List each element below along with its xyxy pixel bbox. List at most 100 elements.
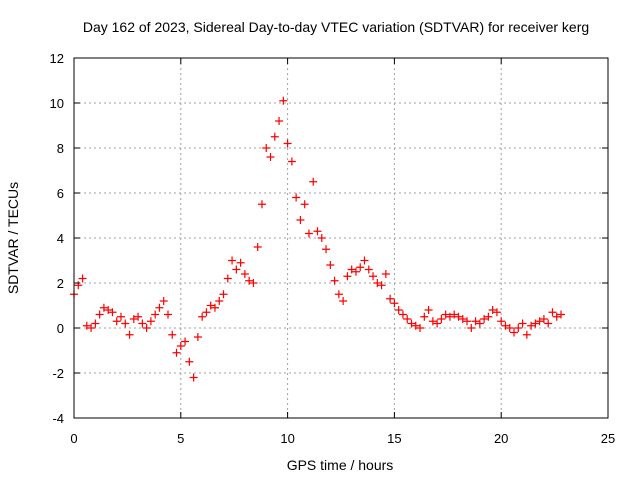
- data-point: [74, 281, 83, 290]
- data-point: [381, 270, 390, 278]
- data-point: [347, 265, 356, 274]
- data-point: [236, 258, 245, 267]
- data-point: [428, 317, 437, 326]
- data-point: [339, 297, 348, 305]
- data-point: [232, 265, 241, 274]
- data-point: [535, 317, 544, 326]
- data-point: [99, 303, 108, 312]
- y-tick-label: 12: [50, 51, 64, 66]
- x-tick-label: 20: [494, 431, 508, 446]
- data-point: [270, 132, 279, 141]
- data-point: [514, 324, 523, 332]
- data-point: [215, 297, 224, 305]
- data-point: [424, 306, 433, 314]
- data-point: [364, 265, 373, 274]
- data-point: [458, 315, 467, 323]
- data-point: [87, 324, 96, 332]
- data-point: [411, 321, 420, 330]
- data-point: [398, 310, 407, 319]
- data-point: [557, 310, 566, 319]
- grid: [74, 58, 608, 418]
- y-tick-label: 6: [57, 186, 64, 201]
- data-point: [240, 270, 249, 278]
- data-point: [437, 315, 446, 323]
- data-point: [138, 319, 147, 328]
- data-points: [70, 96, 566, 382]
- data-point: [104, 306, 113, 314]
- data-point: [266, 153, 275, 161]
- data-point: [433, 319, 442, 328]
- data-point: [95, 310, 104, 319]
- data-point: [206, 301, 215, 310]
- data-point: [163, 310, 172, 319]
- data-point: [172, 348, 181, 357]
- data-point: [403, 315, 412, 323]
- data-point: [249, 279, 258, 287]
- x-tick-label: 25: [601, 431, 615, 446]
- y-tick-label: 4: [57, 231, 64, 246]
- data-point: [300, 200, 309, 209]
- data-point: [360, 256, 369, 265]
- data-point: [330, 276, 339, 285]
- data-point: [283, 139, 292, 148]
- data-point: [116, 312, 125, 321]
- data-point: [369, 272, 378, 281]
- data-point: [454, 312, 463, 321]
- data-point: [112, 317, 121, 326]
- data-point: [129, 315, 138, 323]
- data-point: [257, 200, 266, 209]
- data-point: [480, 315, 489, 323]
- data-point: [373, 279, 382, 287]
- data-point: [210, 303, 219, 312]
- data-point: [82, 321, 91, 330]
- data-point: [488, 306, 497, 314]
- data-point: [189, 373, 198, 382]
- data-point: [159, 297, 168, 305]
- data-point: [287, 157, 296, 166]
- data-point: [351, 267, 360, 276]
- data-point: [146, 317, 155, 326]
- data-point: [445, 312, 454, 321]
- data-point: [228, 256, 237, 265]
- data-point: [497, 317, 506, 326]
- axis-ticks: 0 5 10 15 20 25 -4 -2 0 2 4 6 8 10 12: [50, 51, 616, 446]
- data-point: [262, 144, 271, 152]
- y-tick-label: 0: [57, 321, 64, 336]
- data-point: [420, 312, 429, 321]
- data-point: [501, 321, 510, 330]
- data-point: [377, 281, 386, 290]
- data-point: [121, 319, 130, 328]
- data-point: [185, 357, 194, 366]
- data-point: [317, 234, 326, 242]
- data-point: [531, 319, 540, 328]
- data-point: [548, 308, 557, 317]
- data-point: [142, 324, 151, 332]
- data-point: [386, 294, 395, 303]
- data-point: [544, 319, 553, 328]
- data-point: [343, 272, 352, 281]
- data-point: [253, 243, 262, 251]
- data-point: [155, 303, 164, 312]
- data-point: [416, 324, 425, 332]
- data-point: [539, 315, 548, 323]
- data-point: [334, 290, 343, 299]
- x-tick-label: 10: [280, 431, 294, 446]
- data-point: [552, 312, 561, 321]
- data-point: [394, 306, 403, 314]
- y-tick-label: 10: [50, 96, 64, 111]
- data-point: [296, 216, 305, 224]
- data-point: [505, 324, 514, 332]
- data-point: [326, 261, 335, 269]
- data-point: [407, 319, 416, 328]
- data-point: [463, 317, 472, 326]
- x-tick-label: 15: [387, 431, 401, 446]
- data-point: [450, 310, 459, 319]
- data-point: [279, 96, 288, 105]
- data-point: [292, 193, 301, 202]
- data-point: [176, 342, 185, 350]
- data-point: [198, 312, 207, 321]
- y-tick-label: -4: [52, 411, 64, 426]
- data-point: [390, 299, 399, 308]
- data-point: [304, 229, 313, 238]
